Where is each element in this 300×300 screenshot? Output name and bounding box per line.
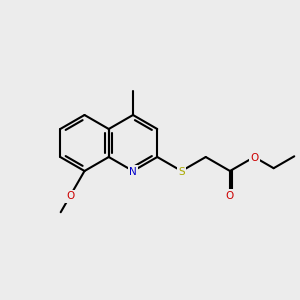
Text: O: O <box>226 191 234 201</box>
Text: N: N <box>129 167 137 177</box>
Text: S: S <box>178 167 185 177</box>
Text: O: O <box>250 153 258 163</box>
Text: O: O <box>66 191 75 201</box>
